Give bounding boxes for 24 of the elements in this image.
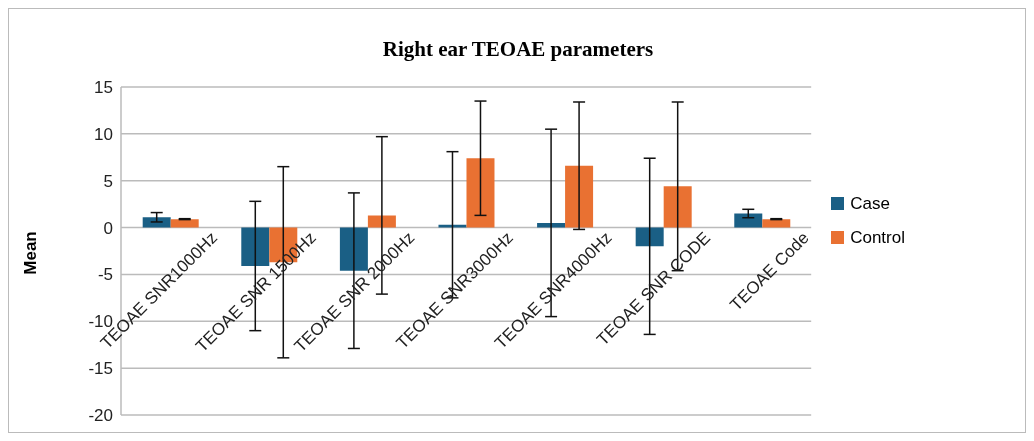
y-tick-label: 0 (103, 218, 113, 238)
bar (762, 219, 791, 228)
bar (367, 215, 396, 228)
bar (663, 186, 692, 228)
y-tick-label: -5 (97, 265, 113, 285)
legend-label: Control (850, 227, 905, 248)
chart-title: Right ear TEOAE parameters (381, 37, 655, 62)
y-tick-label: -15 (88, 359, 113, 379)
y-tick-label: 15 (94, 78, 113, 98)
bar (339, 227, 368, 271)
y-axis-title: Mean (21, 230, 41, 275)
legend-label: Case (850, 193, 890, 214)
bar (635, 227, 664, 247)
bar (466, 158, 495, 228)
y-tick-label: -20 (88, 406, 113, 426)
y-tick-label: 10 (94, 124, 113, 144)
bar (170, 219, 199, 228)
bar (537, 222, 566, 228)
y-tick-label: 5 (103, 171, 113, 191)
bar (734, 213, 763, 228)
bar (241, 227, 270, 266)
bar (565, 165, 594, 228)
bar (142, 217, 171, 228)
bar (438, 224, 467, 228)
